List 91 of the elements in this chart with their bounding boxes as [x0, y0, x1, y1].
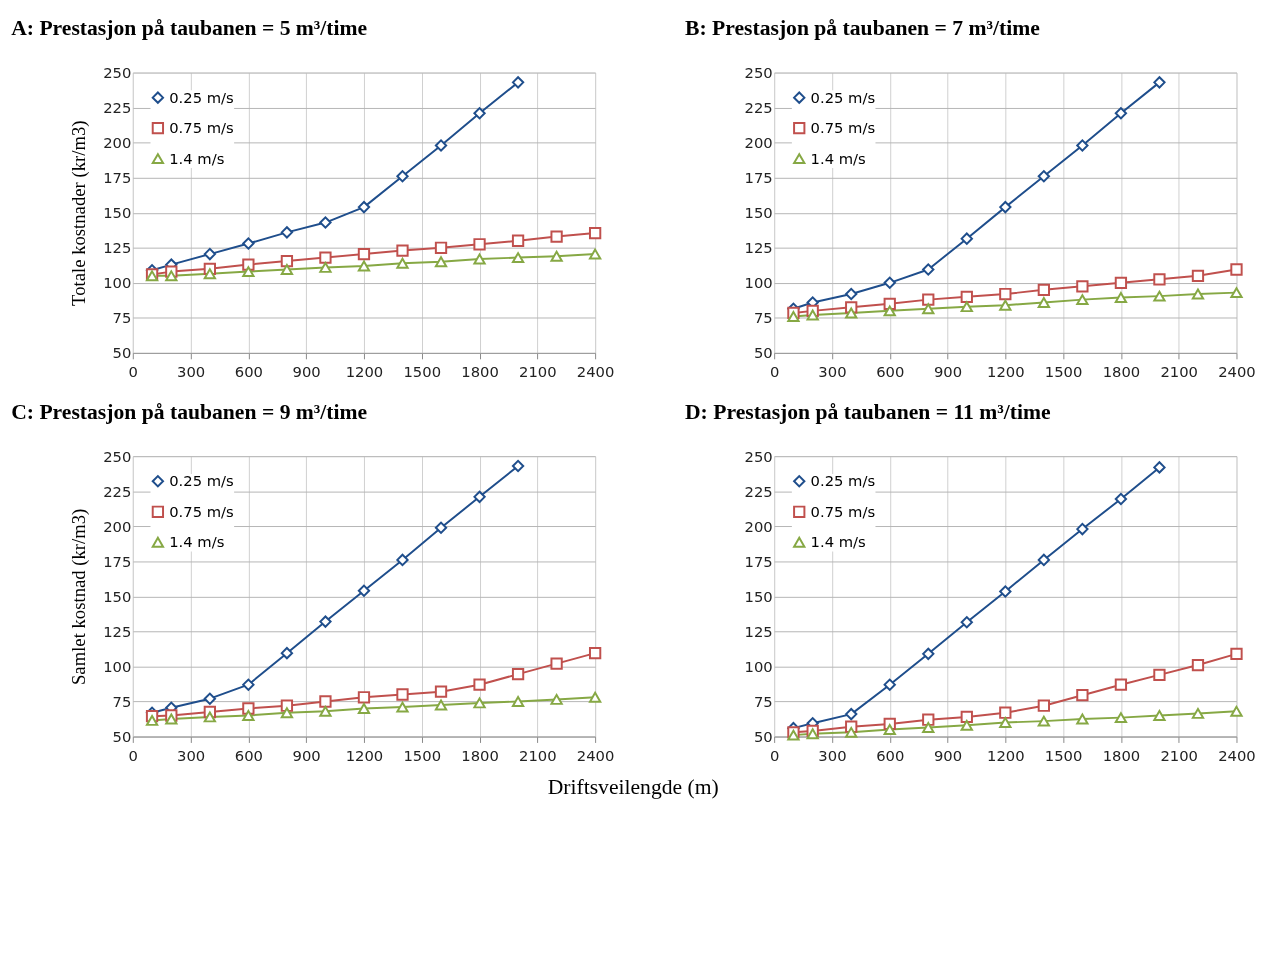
x-tick-label: 2100 [1160, 363, 1198, 381]
y-tick-label: 175 [103, 552, 132, 570]
x-tick-label: 900 [933, 363, 963, 381]
y-tick-label: 75 [112, 309, 132, 327]
y-tick-label: 125 [103, 622, 132, 640]
y-tick-label: 175 [744, 169, 773, 187]
x-tick-label: 1800 [1102, 746, 1141, 764]
y-tick-label: 50 [753, 727, 773, 745]
y-axis-title: Totale kostnader (kr/m3) [68, 120, 91, 306]
x-tick-label: 900 [933, 746, 963, 764]
x-tick-label: 1200 [987, 363, 1025, 381]
y-tick-label: 100 [103, 274, 132, 292]
x-tick-label: 1800 [461, 363, 499, 381]
y-tick-label: 100 [744, 274, 773, 292]
x-tick-label: 1800 [461, 746, 499, 764]
x-tick-label: 600 [234, 746, 263, 764]
y-tick-label: 125 [744, 622, 773, 640]
x-tick-label: 2400 [576, 746, 615, 764]
x-axis-title: Driftsveilengde (m) [547, 775, 719, 800]
legend-label: 0.25 m/s [169, 472, 234, 490]
y-tick-label: 125 [744, 239, 773, 257]
y-tick-label: 50 [753, 344, 773, 362]
x-tick-label: 300 [818, 746, 847, 764]
y-tick-label: 50 [112, 344, 132, 362]
x-tick-label: 600 [234, 363, 263, 381]
chart-title: A: Prestasjon på taubanen = 5 m³/time [11, 16, 368, 41]
y-tick-label: 100 [103, 657, 132, 675]
legend-label: 0.75 m/s [810, 502, 876, 520]
legend-label: 0.75 m/s [169, 502, 234, 520]
y-tick-label: 175 [103, 169, 132, 187]
y-tick-label: 225 [744, 482, 773, 500]
legend-label: 1.4 m/s [810, 149, 866, 167]
y-tick-label: 250 [744, 63, 773, 81]
x-tick-label: 1500 [1044, 746, 1083, 764]
x-tick-label: 1500 [1044, 363, 1083, 381]
x-tick-label: 300 [177, 746, 206, 764]
y-tick-label: 150 [744, 587, 773, 605]
x-tick-label: 600 [876, 746, 905, 764]
x-tick-label: 0 [128, 746, 138, 764]
y-axis-title: Samlet kostnad (kr/m3) [68, 508, 91, 686]
x-tick-label: 1200 [345, 363, 384, 381]
x-tick-label: 1200 [987, 746, 1025, 764]
y-tick-label: 75 [753, 309, 773, 327]
x-tick-label: 1800 [1102, 363, 1141, 381]
legend-label: 1.4 m/s [169, 149, 225, 167]
x-tick-label: 0 [769, 746, 780, 764]
x-tick-label: 1200 [345, 746, 384, 764]
x-tick-label: 0 [128, 363, 138, 381]
y-tick-label: 225 [103, 99, 132, 117]
y-tick-label: 200 [103, 134, 132, 152]
x-tick-label: 0 [769, 363, 780, 381]
y-tick-label: 150 [744, 204, 773, 222]
y-tick-label: 250 [103, 447, 132, 465]
x-tick-label: 900 [292, 746, 321, 764]
y-tick-label: 225 [103, 482, 132, 500]
x-tick-label: 1500 [403, 746, 442, 764]
x-tick-label: 2100 [519, 363, 557, 381]
x-tick-label: 2400 [576, 363, 615, 381]
y-tick-label: 150 [103, 587, 132, 605]
chart-title: B: Prestasjon på taubanen = 7 m³/time [685, 16, 1041, 41]
y-tick-label: 150 [103, 204, 132, 222]
x-tick-label: 300 [177, 363, 206, 381]
legend-label: 1.4 m/s [810, 533, 866, 551]
x-tick-label: 600 [876, 363, 905, 381]
chart-title: D: Prestasjon på taubanen = 11 m³/time [685, 399, 1052, 424]
x-tick-label: 1500 [403, 363, 442, 381]
y-tick-label: 125 [103, 239, 132, 257]
y-tick-label: 200 [103, 517, 132, 535]
chart-title: C: Prestasjon på taubanen = 9 m³/time [11, 399, 368, 424]
legend-label: 0.25 m/s [810, 472, 876, 490]
legend-label: 1.4 m/s [169, 533, 225, 551]
y-tick-label: 225 [744, 99, 773, 117]
legend-label: 0.25 m/s [169, 88, 234, 106]
y-tick-label: 100 [744, 657, 773, 675]
y-tick-label: 250 [103, 63, 132, 81]
y-tick-label: 75 [753, 692, 773, 710]
legend-label: 0.75 m/s [810, 119, 876, 137]
x-tick-label: 2400 [1218, 746, 1256, 764]
y-tick-label: 75 [112, 692, 132, 710]
x-tick-label: 2400 [1218, 363, 1256, 381]
y-tick-label: 50 [112, 727, 132, 745]
y-tick-label: 200 [744, 134, 773, 152]
y-tick-label: 200 [744, 517, 773, 535]
x-tick-label: 900 [292, 363, 321, 381]
legend-label: 0.25 m/s [810, 88, 876, 106]
x-tick-label: 300 [818, 363, 847, 381]
y-tick-label: 250 [744, 447, 773, 465]
x-tick-label: 2100 [1160, 746, 1198, 764]
legend-label: 0.75 m/s [169, 119, 234, 137]
y-tick-label: 175 [744, 552, 773, 570]
x-tick-label: 2100 [519, 746, 557, 764]
